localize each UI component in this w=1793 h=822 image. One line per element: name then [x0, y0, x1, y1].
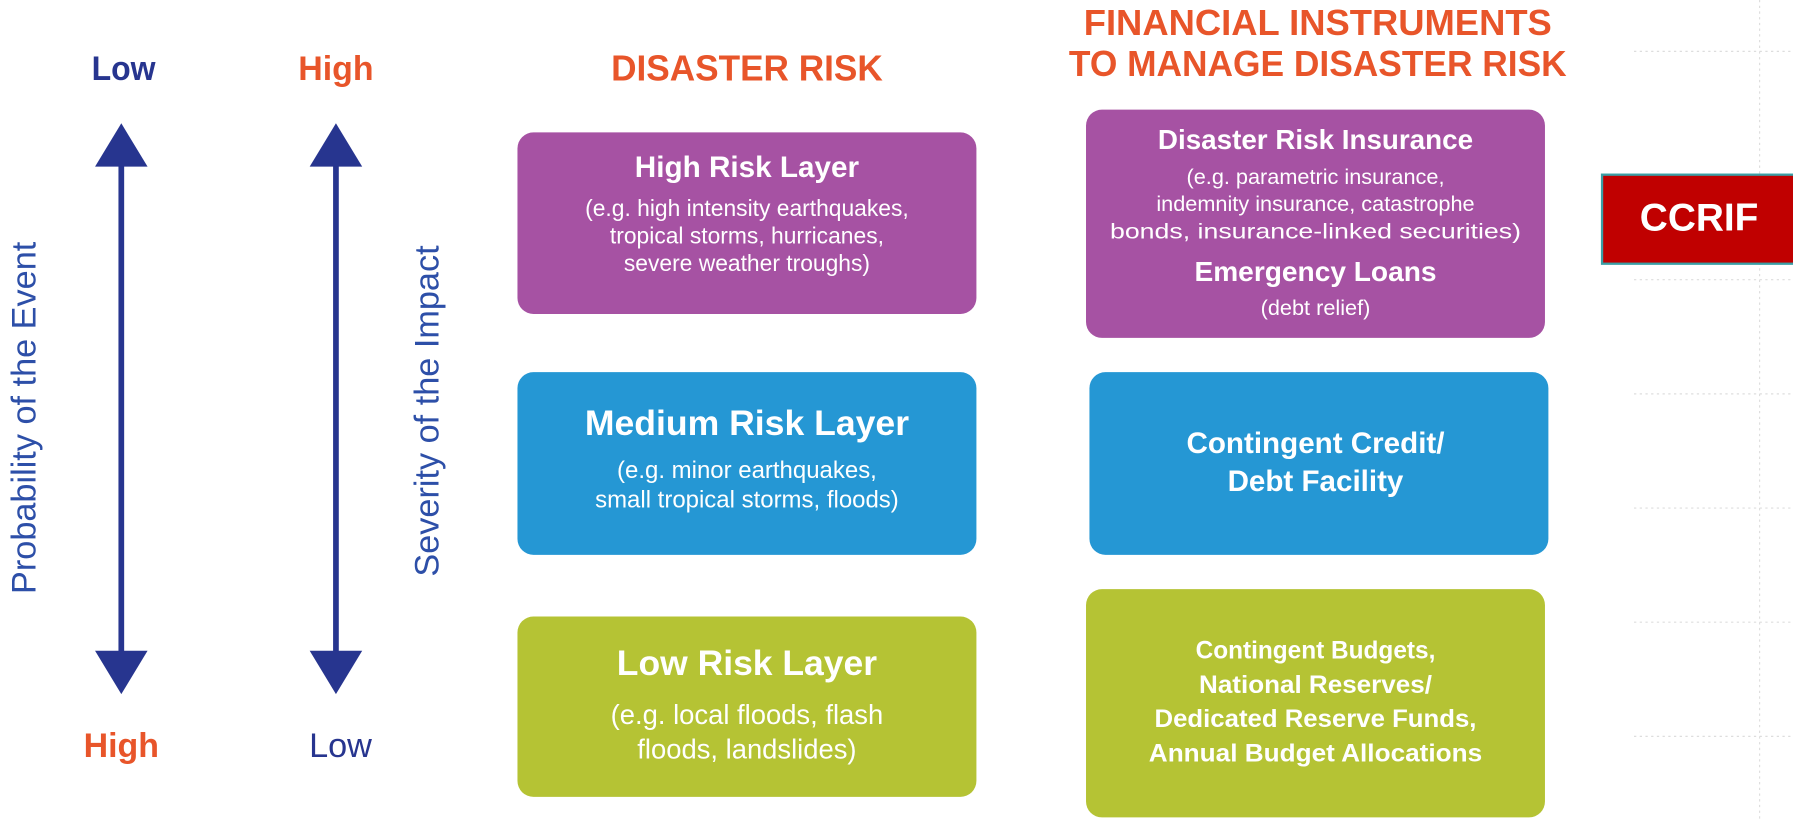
badge	[1600, 173, 1793, 265]
column-header: TO MANAGE DISASTER RISK	[1069, 43, 1567, 84]
box-text: (debt relief)	[1261, 295, 1371, 320]
axis-title: Severity of the Impact	[409, 245, 447, 577]
arrow-head	[309, 123, 363, 167]
box-text: Annual Budget Allocations	[1149, 739, 1482, 767]
column-header: FINANCIAL INSTRUMENTS	[1084, 2, 1552, 43]
axis-top-label: High	[298, 50, 373, 88]
box-title: Emergency Loans	[1194, 256, 1436, 287]
arrow-head	[95, 650, 148, 695]
axis-bottom-label: Low	[309, 727, 372, 765]
box-text: indemnity insurance, catastrophe	[1156, 191, 1474, 216]
column-header: DISASTER RISK	[611, 47, 883, 88]
risk-box	[517, 616, 977, 797]
box-text: Contingent Credit/	[1186, 427, 1444, 460]
instrument-box	[1086, 109, 1545, 338]
box-text: small tropical storms, floods)	[595, 487, 899, 514]
box-title: Disaster Risk Insurance	[1158, 124, 1473, 155]
box-text: Dedicated Reserve Funds,	[1155, 705, 1477, 733]
risk-box	[517, 132, 977, 314]
instrument-box	[1086, 589, 1545, 818]
box-text: severe weather troughs)	[624, 250, 870, 276]
risk-box	[517, 372, 977, 555]
box-text: National Reserves/	[1199, 671, 1432, 699]
box-text: Contingent Budgets,	[1196, 637, 1436, 665]
axis-bottom-label: High	[84, 727, 159, 765]
background-grid	[1634, 0, 1792, 822]
box-text: Debt Facility	[1228, 465, 1404, 498]
box-text: floods, landslides)	[637, 733, 856, 764]
box-text: (e.g. local floods, flash	[611, 699, 884, 730]
box-text: bonds, insurance-linked securities)	[1110, 219, 1521, 244]
box-title: High Risk Layer	[635, 151, 860, 184]
box-title: Low Risk Layer	[617, 644, 878, 683]
box-title: Medium Risk Layer	[585, 404, 909, 443]
arrow-head	[309, 650, 363, 695]
instrument-box	[1089, 372, 1549, 555]
axis-top-label: Low	[92, 50, 156, 88]
axis-title: Probability of the Event	[6, 241, 44, 594]
badge-text: CCRIF	[1640, 197, 1759, 240]
box-text: tropical storms, hurricanes,	[610, 222, 884, 248]
arrow-head	[95, 123, 148, 167]
box-text: (e.g. high intensity earthquakes,	[585, 195, 909, 221]
box-text: (e.g. minor earthquakes,	[617, 457, 877, 484]
box-text: (e.g. parametric insurance,	[1187, 164, 1445, 189]
